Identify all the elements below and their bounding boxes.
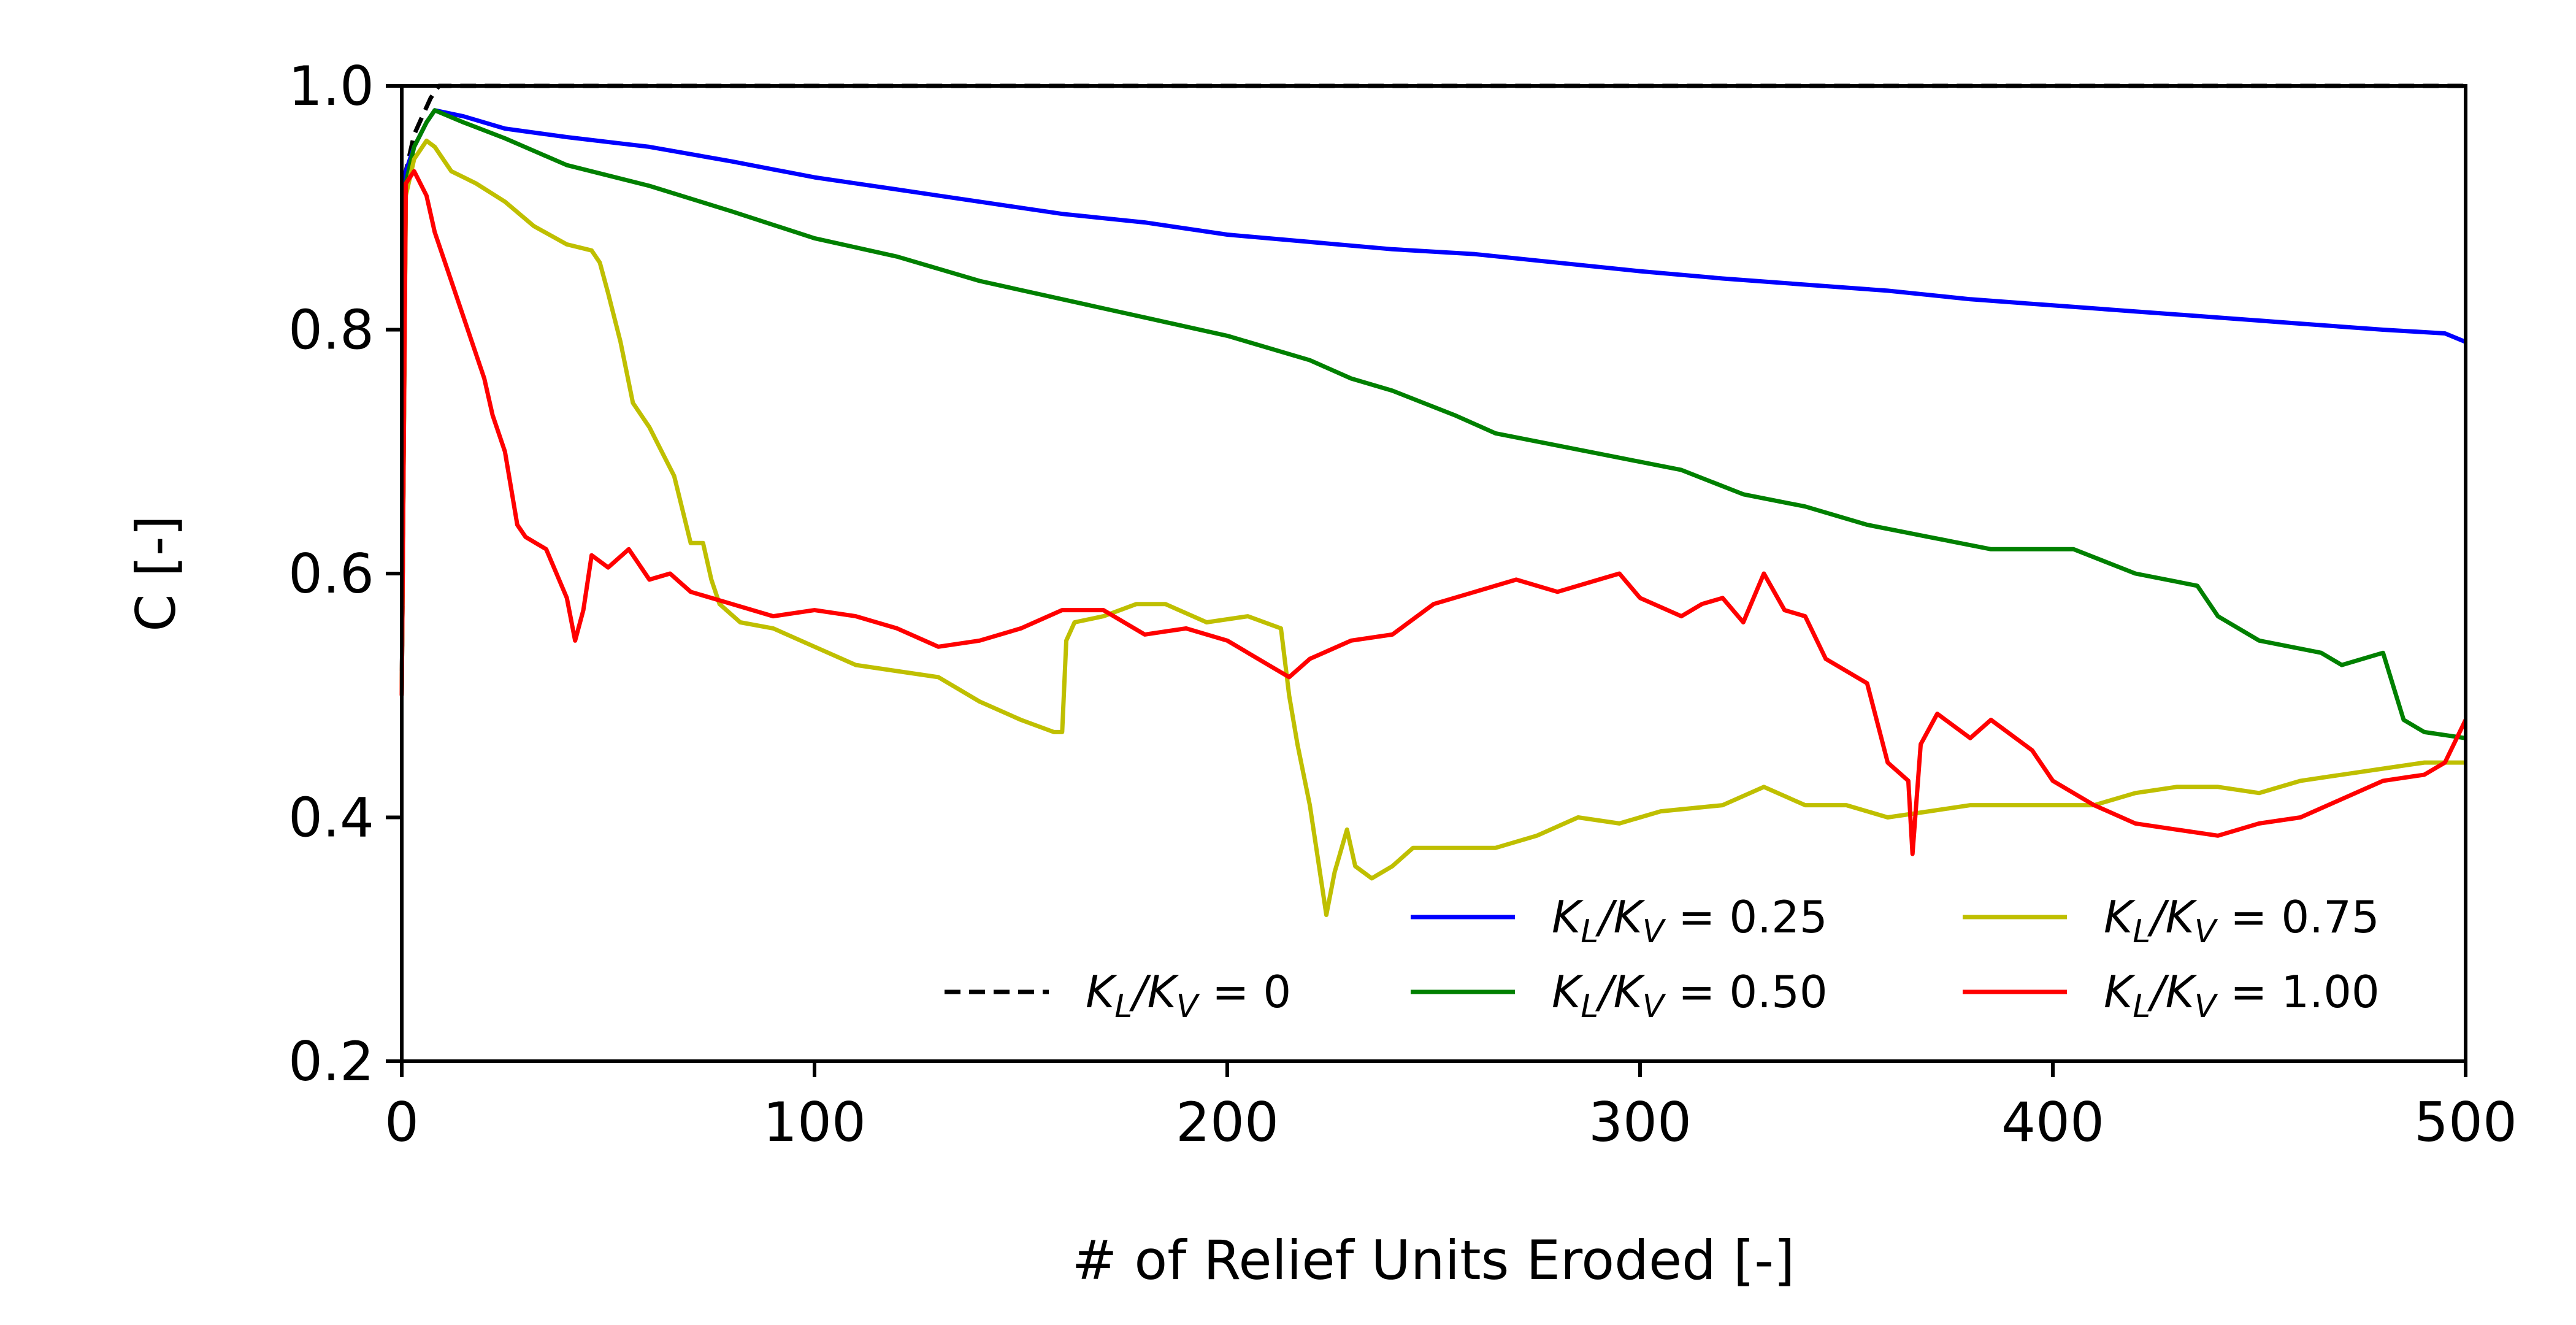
legend-label-1: KL/KV = 0.25 bbox=[1552, 891, 1828, 950]
y-tick-label-4: 1.0 bbox=[288, 55, 374, 118]
y-tick-label-0: 0.2 bbox=[288, 1030, 374, 1093]
x-tick-label-0: 0 bbox=[385, 1091, 419, 1154]
y-tick-label-2: 0.6 bbox=[288, 542, 374, 605]
x-tick-label-1: 100 bbox=[763, 1091, 866, 1154]
x-axis-label: # of Relief Units Eroded [-] bbox=[1072, 1229, 1795, 1292]
x-tick-label-4: 400 bbox=[2001, 1091, 2104, 1154]
x-tick-label-3: 300 bbox=[1589, 1091, 1692, 1154]
series-line-4 bbox=[399, 169, 2468, 856]
x-axis-ticks: 0 100 200 300 400 500 bbox=[385, 1061, 2517, 1154]
legend-label-4: KL/KV = 1.00 bbox=[2104, 966, 2380, 1025]
series-layer bbox=[399, 83, 2468, 917]
legend: KL/KV = 0 KL/KV = 0.25 KL/KV = 0.50 KL/KV =… bbox=[945, 891, 2380, 1025]
series-line-3 bbox=[399, 138, 2466, 917]
series-line-2 bbox=[399, 108, 2466, 740]
x-tick-label-2: 200 bbox=[1176, 1091, 1279, 1154]
y-axis-ticks: 0.2 0.4 0.6 0.8 1.0 bbox=[288, 55, 402, 1093]
legend-label-2: KL/KV = 0.50 bbox=[1552, 966, 1828, 1025]
legend-label-3: KL/KV = 0.75 bbox=[2104, 891, 2380, 950]
y-axis-label: C [-] bbox=[125, 515, 188, 632]
y-tick-label-3: 0.8 bbox=[288, 299, 374, 362]
x-tick-label-5: 500 bbox=[2414, 1091, 2517, 1154]
y-tick-label-1: 0.4 bbox=[288, 786, 374, 850]
legend-label-0: KL/KV = 0 bbox=[1086, 966, 1291, 1025]
series-line-1 bbox=[399, 108, 2467, 696]
